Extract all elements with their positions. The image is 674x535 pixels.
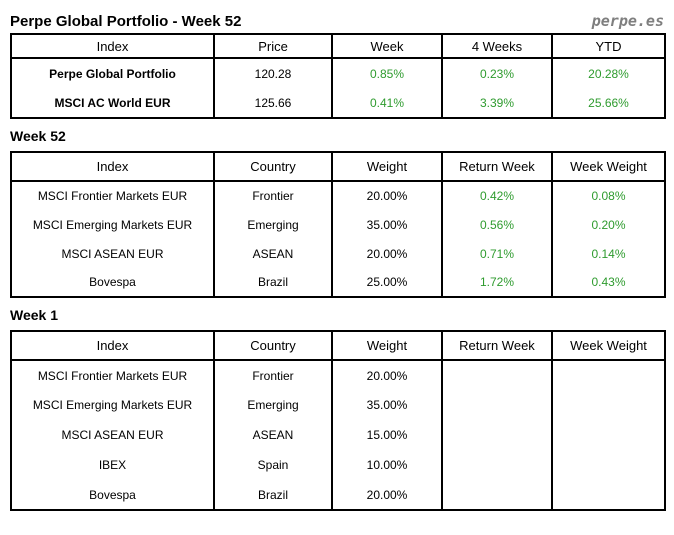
section-heading-week-52: Week 52 — [10, 128, 66, 144]
brand-logo: perpe.es — [591, 12, 664, 30]
week-return-cell: 0.85% — [331, 58, 443, 88]
index-name-cell: Bovespa — [10, 480, 215, 510]
column-header-week: Week — [331, 34, 443, 59]
index-name-cell: IBEX — [10, 450, 215, 480]
price-cell: 120.28 — [213, 58, 333, 88]
weight-cell: 20.00% — [331, 360, 443, 390]
index-name-cell: MSCI AC World EUR — [10, 88, 215, 118]
return-week-cell — [441, 420, 553, 450]
country-cell: ASEAN — [213, 420, 333, 450]
index-name-cell: Perpe Global Portfolio — [10, 58, 215, 88]
weight-cell: 15.00% — [331, 420, 443, 450]
table-row: MSCI Emerging Markets EUR Emerging 35.00… — [10, 210, 666, 239]
weight-cell: 35.00% — [331, 390, 443, 420]
index-name-cell: MSCI Frontier Markets EUR — [10, 181, 215, 210]
index-name-cell: MSCI Frontier Markets EUR — [10, 360, 215, 390]
country-cell: Emerging — [213, 210, 333, 239]
week-1-header-row: Index Country Weight Return Week Week We… — [10, 331, 666, 361]
column-header-index: Index — [10, 152, 215, 182]
table-row: IBEX Spain 10.00% — [10, 450, 666, 480]
table-row: MSCI ASEAN EUR ASEAN 20.00% 0.71% 0.14% — [10, 239, 666, 268]
column-header-country: Country — [213, 331, 333, 361]
week-weight-cell: 0.08% — [551, 181, 666, 210]
return-week-cell: 0.56% — [441, 210, 553, 239]
week-weight-cell: 0.14% — [551, 239, 666, 268]
country-cell: Frontier — [213, 181, 333, 210]
section-heading-week-1: Week 1 — [10, 307, 58, 323]
weight-cell: 20.00% — [331, 480, 443, 510]
weight-cell: 35.00% — [331, 210, 443, 239]
index-name-cell: Bovespa — [10, 268, 215, 297]
return-week-cell — [441, 480, 553, 510]
week-52-table: Index Country Weight Return Week Week We… — [10, 151, 666, 298]
table-row: Bovespa Brazil 20.00% — [10, 480, 666, 510]
column-header-ytd: YTD — [551, 34, 666, 59]
week-weight-cell — [551, 390, 666, 420]
weight-cell: 10.00% — [331, 450, 443, 480]
column-header-return-week: Return Week — [441, 152, 553, 182]
column-header-price: Price — [213, 34, 333, 59]
index-name-cell: MSCI Emerging Markets EUR — [10, 210, 215, 239]
page-title: Perpe Global Portfolio - Week 52 — [10, 13, 242, 30]
table-row: Bovespa Brazil 25.00% 1.72% 0.43% — [10, 268, 666, 297]
return-week-cell — [441, 450, 553, 480]
country-cell: ASEAN — [213, 239, 333, 268]
week-weight-cell: 0.20% — [551, 210, 666, 239]
report-header: Perpe Global Portfolio - Week 52 perpe.e… — [10, 7, 664, 30]
column-header-week-weight: Week Weight — [551, 331, 666, 361]
weight-cell: 20.00% — [331, 239, 443, 268]
return-week-cell: 0.71% — [441, 239, 553, 268]
table-row: Perpe Global Portfolio 120.28 0.85% 0.23… — [10, 58, 666, 88]
column-header-index: Index — [10, 331, 215, 361]
summary-table: Index Price Week 4 Weeks YTD Perpe Globa… — [10, 33, 666, 119]
four-weeks-return-cell: 3.39% — [441, 88, 553, 118]
week-weight-cell: 0.43% — [551, 268, 666, 297]
week-return-cell: 0.41% — [331, 88, 443, 118]
report-page: Perpe Global Portfolio - Week 52 perpe.e… — [10, 7, 666, 511]
column-header-index: Index — [10, 34, 215, 59]
week-52-header-row: Index Country Weight Return Week Week We… — [10, 152, 666, 182]
country-cell: Emerging — [213, 390, 333, 420]
week-1-table: Index Country Weight Return Week Week We… — [10, 330, 666, 511]
table-row: MSCI Emerging Markets EUR Emerging 35.00… — [10, 390, 666, 420]
column-header-4weeks: 4 Weeks — [441, 34, 553, 59]
country-cell: Spain — [213, 450, 333, 480]
return-week-cell — [441, 360, 553, 390]
week-weight-cell — [551, 360, 666, 390]
column-header-weight: Weight — [331, 331, 443, 361]
column-header-country: Country — [213, 152, 333, 182]
column-header-weight: Weight — [331, 152, 443, 182]
return-week-cell — [441, 390, 553, 420]
return-week-cell: 1.72% — [441, 268, 553, 297]
weight-cell: 20.00% — [331, 181, 443, 210]
price-cell: 125.66 — [213, 88, 333, 118]
table-row: MSCI Frontier Markets EUR Frontier 20.00… — [10, 360, 666, 390]
country-cell: Brazil — [213, 268, 333, 297]
index-name-cell: MSCI Emerging Markets EUR — [10, 390, 215, 420]
weight-cell: 25.00% — [331, 268, 443, 297]
table-row: MSCI ASEAN EUR ASEAN 15.00% — [10, 420, 666, 450]
summary-header-row: Index Price Week 4 Weeks YTD — [10, 34, 666, 59]
country-cell: Frontier — [213, 360, 333, 390]
return-week-cell: 0.42% — [441, 181, 553, 210]
country-cell: Brazil — [213, 480, 333, 510]
ytd-return-cell: 20.28% — [551, 58, 666, 88]
index-name-cell: MSCI ASEAN EUR — [10, 420, 215, 450]
four-weeks-return-cell: 0.23% — [441, 58, 553, 88]
ytd-return-cell: 25.66% — [551, 88, 666, 118]
column-header-week-weight: Week Weight — [551, 152, 666, 182]
table-row: MSCI Frontier Markets EUR Frontier 20.00… — [10, 181, 666, 210]
column-header-return-week: Return Week — [441, 331, 553, 361]
table-row: MSCI AC World EUR 125.66 0.41% 3.39% 25.… — [10, 88, 666, 118]
index-name-cell: MSCI ASEAN EUR — [10, 239, 215, 268]
week-weight-cell — [551, 450, 666, 480]
week-weight-cell — [551, 420, 666, 450]
week-weight-cell — [551, 480, 666, 510]
